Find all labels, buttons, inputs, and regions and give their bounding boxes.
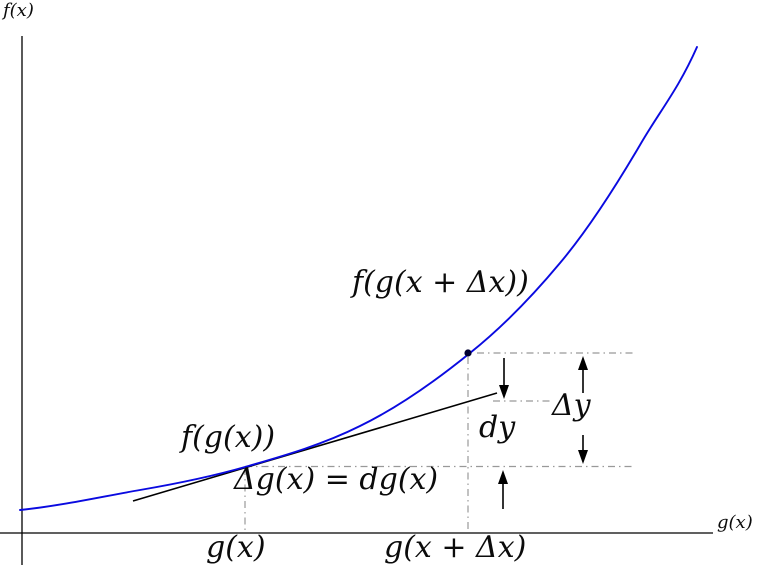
dy-lower-arrow xyxy=(498,470,508,509)
tangent-line xyxy=(132,392,498,502)
arrowhead-down-icon xyxy=(499,385,509,399)
label-g-x: g(x) xyxy=(206,530,266,565)
label-dy: dy xyxy=(479,410,516,445)
delta-y-down-arrow xyxy=(578,435,588,464)
label-f-of-g-x: f(g(x)) xyxy=(181,420,276,455)
curve-point-dot xyxy=(464,349,472,357)
label-g-x-plus-dx: g(x + Δx) xyxy=(384,530,527,565)
dy-upper-arrow xyxy=(499,358,509,399)
label-delta-g-equation: Δg(x) = dg(x) xyxy=(234,462,439,497)
arrowhead-down-icon xyxy=(578,450,588,464)
x-axis-label: g(x) xyxy=(717,512,753,533)
arrowhead-up-icon xyxy=(578,356,588,370)
y-axis-label: f(x) xyxy=(3,0,34,21)
arrowhead-up-icon xyxy=(498,470,508,484)
function-curve xyxy=(19,46,698,511)
label-delta-y: Δy xyxy=(552,388,591,423)
delta-y-up-arrow xyxy=(578,356,588,393)
label-f-of-g-x-plus-dx: f(g(x + Δx)) xyxy=(352,265,529,300)
